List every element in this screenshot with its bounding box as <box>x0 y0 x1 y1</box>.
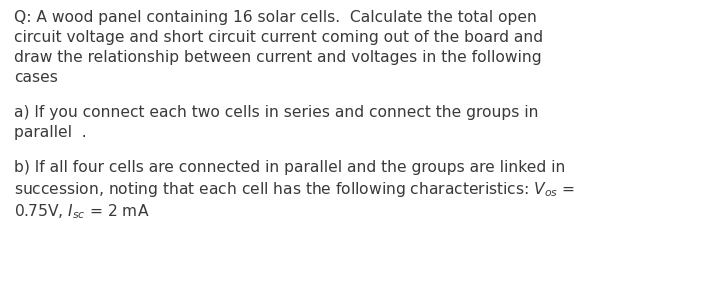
Text: succession, noting that each cell has the following characteristics: $\mathit{V}: succession, noting that each cell has th… <box>14 180 575 199</box>
Text: draw the relationship between current and voltages in the following: draw the relationship between current an… <box>14 50 541 65</box>
Text: 0.75V, $\mathit{I}_{sc}$ = 2 mA: 0.75V, $\mathit{I}_{sc}$ = 2 mA <box>14 202 150 221</box>
Text: cases: cases <box>14 70 58 85</box>
Text: parallel  .: parallel . <box>14 125 86 140</box>
Text: a) If you connect each two cells in series and connect the groups in: a) If you connect each two cells in seri… <box>14 105 539 120</box>
Text: b) If all four cells are connected in parallel and the groups are linked in: b) If all four cells are connected in pa… <box>14 160 565 175</box>
Text: Q: A wood panel containing 16 solar cells.  Calculate the total open: Q: A wood panel containing 16 solar cell… <box>14 10 537 25</box>
Text: circuit voltage and short circuit current coming out of the board and: circuit voltage and short circuit curren… <box>14 30 543 45</box>
